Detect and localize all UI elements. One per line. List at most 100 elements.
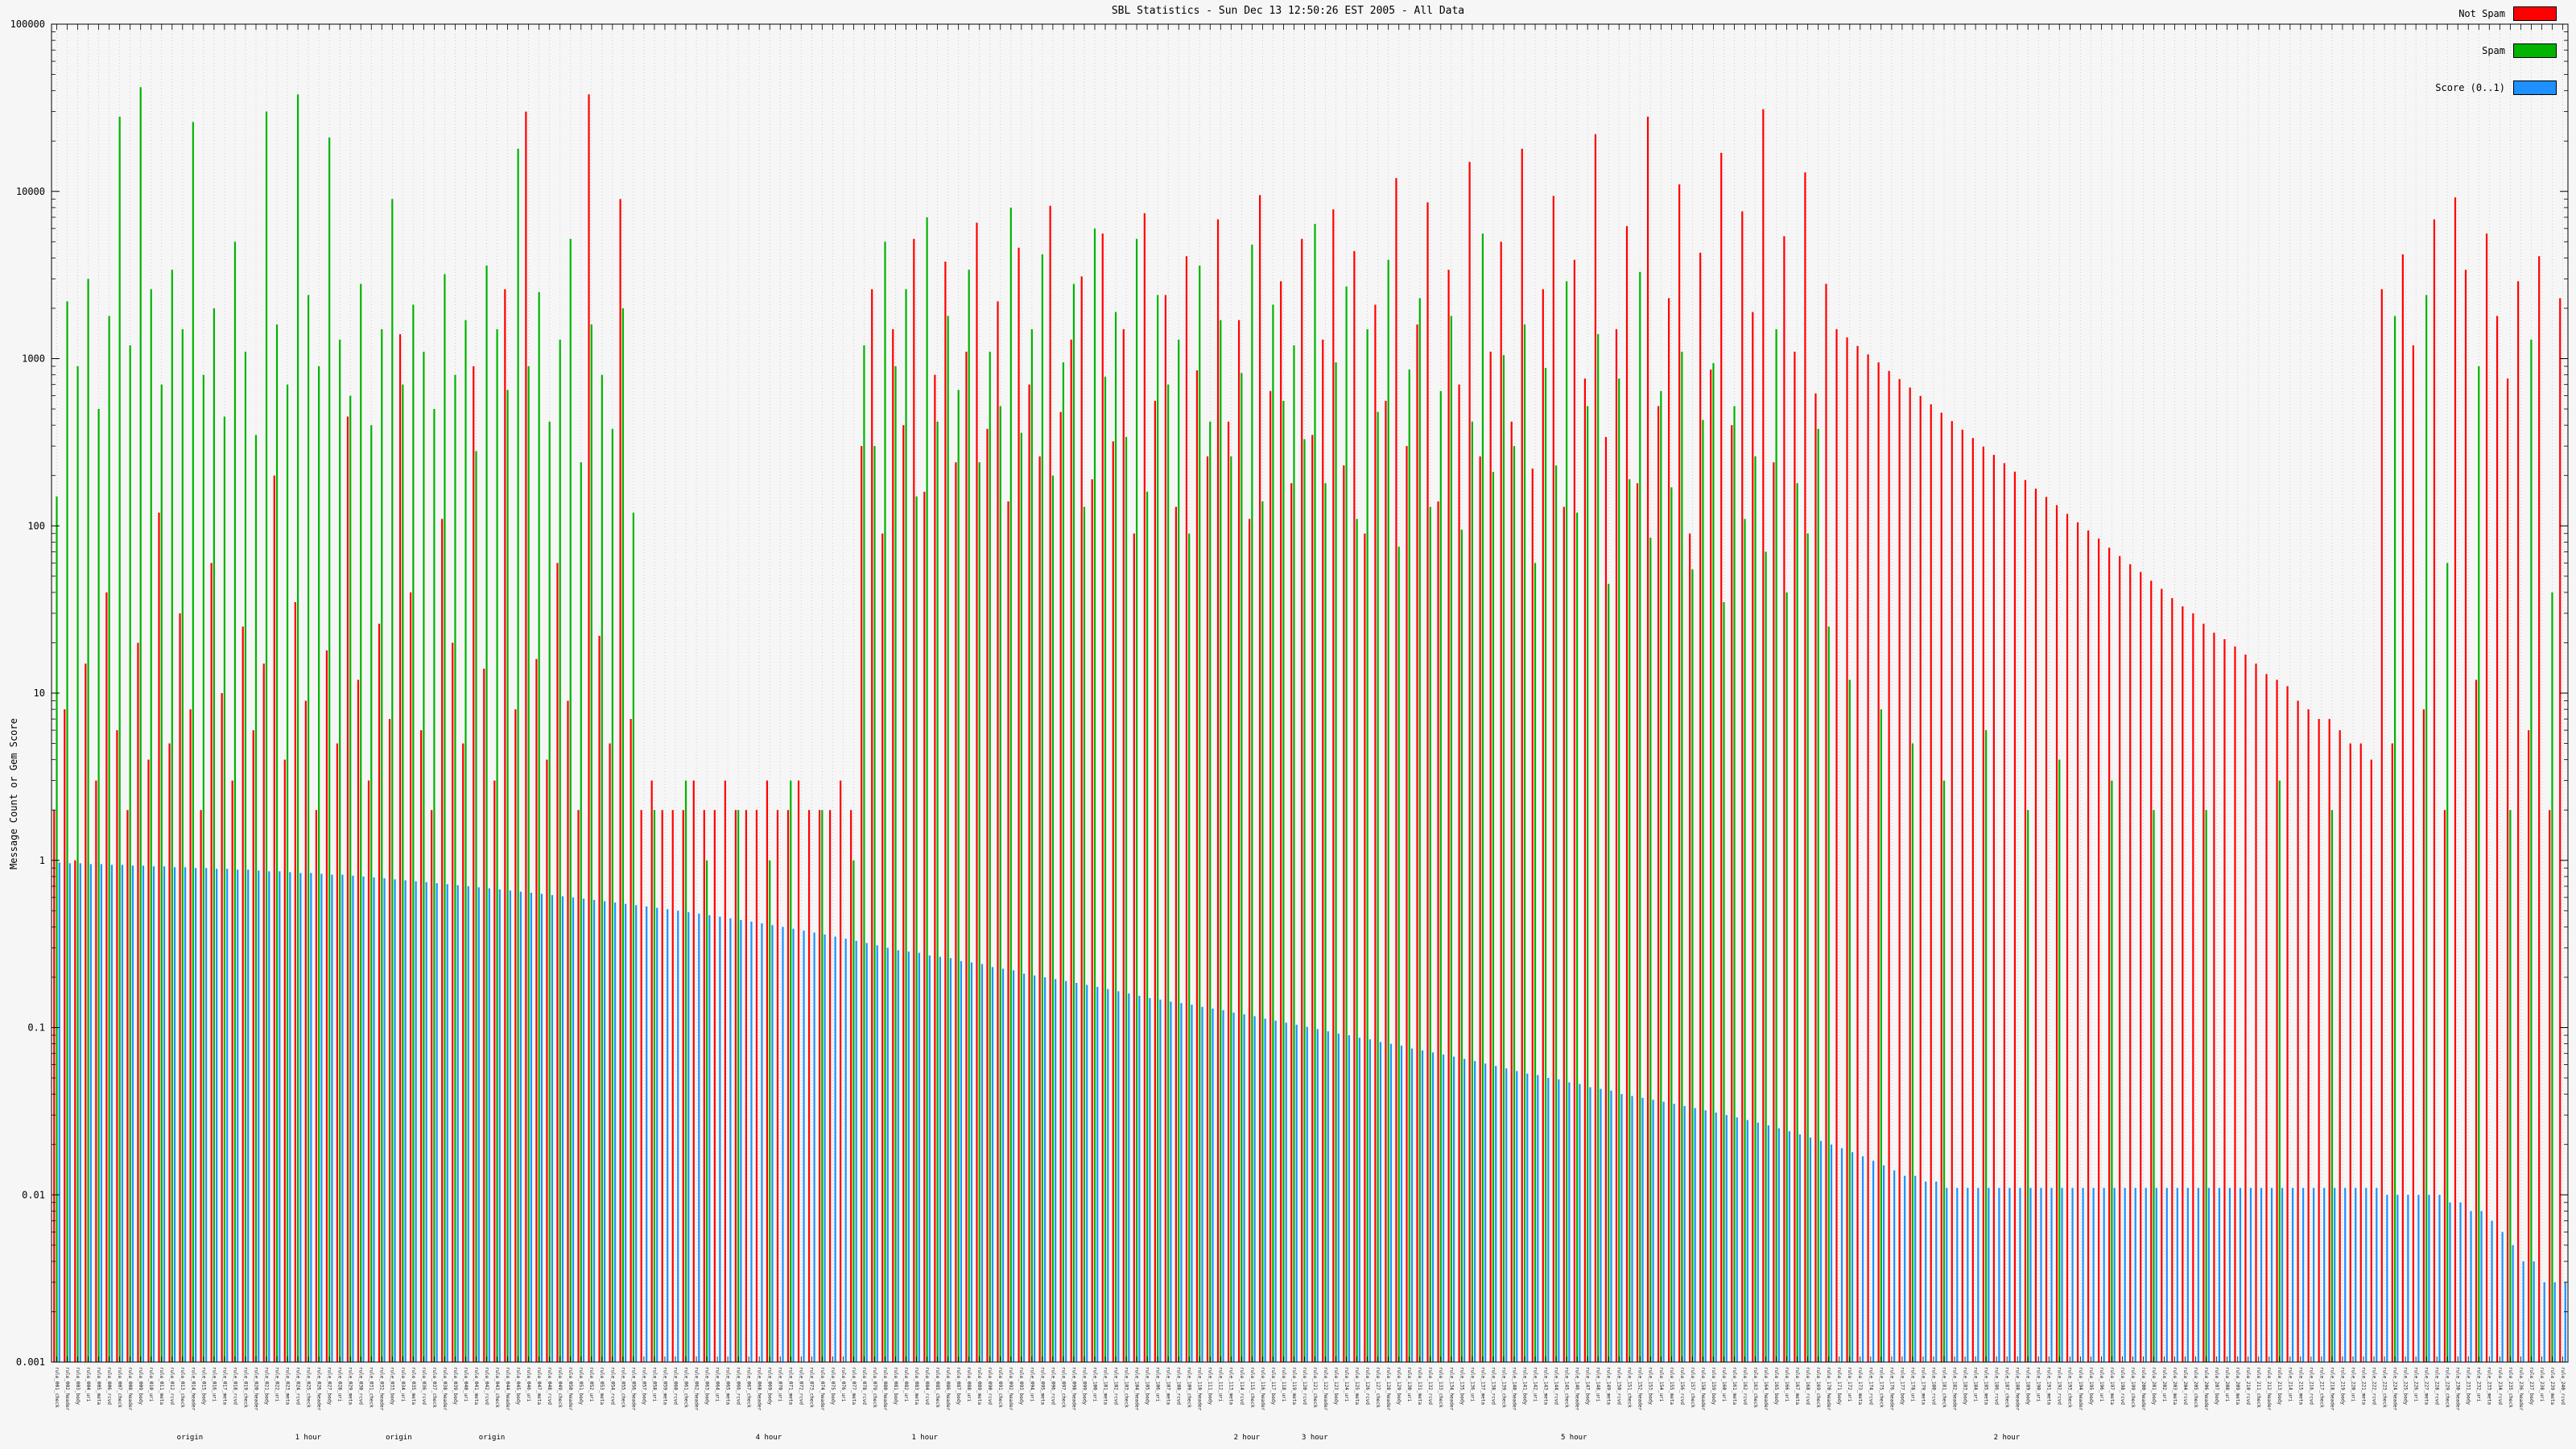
svg-text:rule_234_rcvd: rule_234_rcvd [2497, 1367, 2503, 1405]
svg-text:rule_140_header: rule_140_header [1511, 1367, 1517, 1411]
svg-text:rule_194_header: rule_194_header [2078, 1367, 2083, 1411]
svg-text:rule_187_check: rule_187_check [2004, 1367, 2010, 1408]
legend-swatch-spam [2513, 43, 2557, 58]
svg-text:rule_225_body: rule_225_body [2403, 1367, 2409, 1405]
svg-text:rule_048_rcvd: rule_048_rcvd [547, 1367, 552, 1405]
svg-text:10: 10 [34, 687, 45, 699]
svg-text:rule_133_check: rule_133_check [1438, 1367, 1443, 1408]
svg-text:rule_193_check: rule_193_check [2067, 1367, 2073, 1408]
chart-title: SBL Statistics - Sun Dec 13 12:50:26 EST… [1111, 5, 1465, 17]
svg-text:rule_195_body: rule_195_body [2088, 1367, 2094, 1405]
svg-text:rule_010_uri: rule_010_uri [148, 1367, 154, 1402]
svg-text:rule_018_rcvd: rule_018_rcvd [232, 1367, 237, 1405]
svg-text:rule_179_meta: rule_179_meta [1920, 1367, 1926, 1405]
svg-text:rule_178_uri: rule_178_uri [1909, 1367, 1915, 1402]
svg-text:rule_184_uri: rule_184_uri [1973, 1367, 1979, 1402]
svg-text:rule_152_header: rule_152_header [1637, 1367, 1643, 1411]
svg-text:rule_024_rcvd: rule_024_rcvd [295, 1367, 301, 1405]
svg-text:rule_190_uri: rule_190_uri [2036, 1367, 2041, 1402]
svg-text:rule_059_meta: rule_059_meta [662, 1367, 667, 1405]
svg-text:rule_080_header: rule_080_header [882, 1367, 888, 1411]
svg-text:rule_069_body: rule_069_body [767, 1367, 773, 1405]
svg-text:rule_011_meta: rule_011_meta [159, 1367, 164, 1405]
svg-text:rule_218_header: rule_218_header [2329, 1367, 2334, 1411]
svg-text:rule_074_header: rule_074_header [819, 1367, 825, 1411]
svg-text:rule_036_rcvd: rule_036_rcvd [421, 1367, 427, 1405]
svg-text:rule_056_header: rule_056_header [630, 1367, 636, 1411]
svg-text:rule_201_body: rule_201_body [2151, 1367, 2157, 1405]
svg-text:rule_121_check: rule_121_check [1312, 1367, 1318, 1408]
svg-text:rule_146_header: rule_146_header [1575, 1367, 1580, 1411]
svg-text:rule_212_header: rule_212_header [2266, 1367, 2272, 1411]
svg-text:rule_077_meta: rule_077_meta [851, 1367, 857, 1405]
svg-text:rule_159_body: rule_159_body [1711, 1367, 1716, 1405]
svg-text:rule_199_check: rule_199_check [2130, 1367, 2136, 1408]
svg-text:rule_223_check: rule_223_check [2381, 1367, 2387, 1408]
svg-text:rule_030_rcvd: rule_030_rcvd [358, 1367, 364, 1405]
svg-text:rule_228_rcvd: rule_228_rcvd [2434, 1367, 2440, 1405]
svg-text:rule_138_rcvd: rule_138_rcvd [1490, 1367, 1496, 1405]
svg-text:rule_099_body: rule_099_body [1081, 1367, 1087, 1405]
svg-text:rule_066_rcvd: rule_066_rcvd [736, 1367, 741, 1405]
svg-text:rule_206_header: rule_206_header [2203, 1367, 2209, 1411]
svg-text:rule_073_check: rule_073_check [809, 1367, 815, 1408]
svg-text:rule_084_rcvd: rule_084_rcvd [924, 1367, 930, 1405]
svg-text:rule_053_meta: rule_053_meta [599, 1367, 605, 1405]
svg-text:rule_078_rcvd: rule_078_rcvd [861, 1367, 867, 1405]
svg-text:rule_230_header: rule_230_header [2455, 1367, 2461, 1411]
svg-text:rule_047_meta: rule_047_meta [536, 1367, 542, 1405]
svg-text:rule_147_body: rule_147_body [1585, 1367, 1591, 1405]
svg-text:rule_109_check: rule_109_check [1187, 1367, 1192, 1408]
svg-text:rule_185_meta: rule_185_meta [1984, 1367, 1989, 1405]
svg-text:rule_104_header: rule_104_header [1134, 1367, 1140, 1411]
svg-text:rule_156_rcvd: rule_156_rcvd [1679, 1367, 1685, 1405]
svg-text:rule_213_body: rule_213_body [2277, 1367, 2282, 1405]
svg-text:rule_025_check: rule_025_check [306, 1367, 312, 1408]
svg-text:rule_196_uri: rule_196_uri [2099, 1367, 2104, 1402]
svg-text:rule_050_header: rule_050_header [568, 1367, 573, 1411]
svg-text:rule_238_uri: rule_238_uri [2539, 1367, 2545, 1402]
svg-text:rule_091_check: rule_091_check [997, 1367, 1003, 1408]
svg-text:rule_023_meta: rule_023_meta [284, 1367, 290, 1405]
svg-text:3 hour: 3 hour [1302, 1434, 1328, 1442]
svg-text:rule_166_uri: rule_166_uri [1784, 1367, 1790, 1402]
svg-text:rule_235_check: rule_235_check [2508, 1367, 2513, 1408]
svg-text:rule_198_rcvd: rule_198_rcvd [2120, 1367, 2125, 1405]
svg-text:rule_013_check: rule_013_check [180, 1367, 185, 1408]
svg-text:rule_141_body: rule_141_body [1521, 1367, 1527, 1405]
svg-text:rule_022_uri: rule_022_uri [274, 1367, 279, 1402]
svg-text:rule_208_uri: rule_208_uri [2224, 1367, 2230, 1402]
svg-text:rule_157_check: rule_157_check [1690, 1367, 1695, 1408]
svg-text:4 hour: 4 hour [756, 1434, 782, 1442]
svg-text:rule_119_meta: rule_119_meta [1291, 1367, 1297, 1405]
svg-text:rule_062_header: rule_062_header [693, 1367, 699, 1411]
svg-text:rule_222_rcvd: rule_222_rcvd [2371, 1367, 2376, 1405]
svg-text:rule_052_uri: rule_052_uri [588, 1367, 594, 1402]
svg-text:1 hour: 1 hour [911, 1434, 938, 1442]
svg-text:rule_173_meta: rule_173_meta [1857, 1367, 1863, 1405]
svg-text:rule_061_check: rule_061_check [683, 1367, 688, 1408]
svg-text:rule_072_rcvd: rule_072_rcvd [799, 1367, 804, 1405]
svg-text:rule_191_meta: rule_191_meta [2046, 1367, 2052, 1405]
svg-text:rule_226_uri: rule_226_uri [2413, 1367, 2419, 1402]
svg-text:rule_161_meta: rule_161_meta [1732, 1367, 1737, 1405]
svg-text:rule_111_body: rule_111_body [1208, 1367, 1213, 1405]
svg-text:rule_067_check: rule_067_check [746, 1367, 752, 1408]
svg-text:rule_169_check: rule_169_check [1815, 1367, 1821, 1408]
svg-text:rule_004_uri: rule_004_uri [85, 1367, 91, 1402]
svg-text:rule_204_rcvd: rule_204_rcvd [2182, 1367, 2188, 1405]
svg-text:rule_150_rcvd: rule_150_rcvd [1616, 1367, 1622, 1405]
svg-text:rule_216_rcvd: rule_216_rcvd [2308, 1367, 2314, 1405]
svg-text:rule_114_rcvd: rule_114_rcvd [1239, 1367, 1245, 1405]
svg-text:rule_151_check: rule_151_check [1627, 1367, 1633, 1408]
svg-text:rule_031_check: rule_031_check [369, 1367, 374, 1408]
svg-text:rule_188_header: rule_188_header [2015, 1367, 2021, 1411]
svg-text:rule_070_uri: rule_070_uri [778, 1367, 783, 1402]
svg-text:rule_060_rcvd: rule_060_rcvd [672, 1367, 678, 1405]
svg-text:rule_063_body: rule_063_body [704, 1367, 709, 1405]
svg-text:rule_149_meta: rule_149_meta [1606, 1367, 1612, 1405]
svg-text:rule_065_meta: rule_065_meta [725, 1367, 731, 1405]
svg-text:rule_142_uri: rule_142_uri [1532, 1367, 1538, 1402]
svg-text:origin: origin [479, 1434, 506, 1442]
